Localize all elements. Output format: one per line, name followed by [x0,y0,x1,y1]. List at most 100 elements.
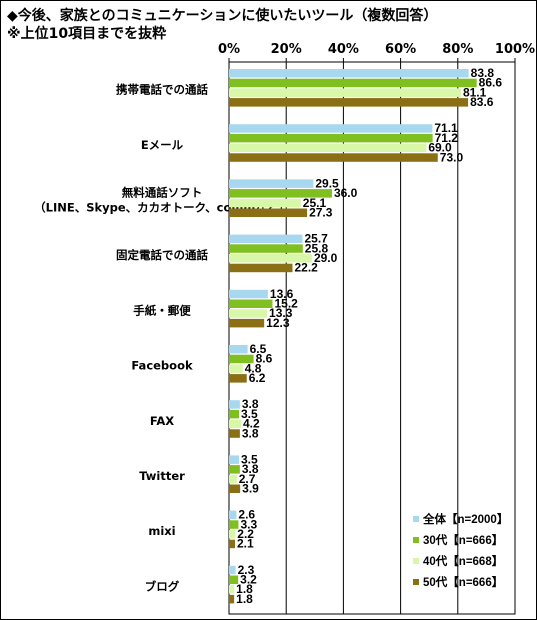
bar [229,400,240,409]
bar [229,124,433,133]
bar [229,345,248,354]
category-label: FAX [150,414,174,428]
legend-label: 全体【n=2000】 [422,512,508,526]
data-label: 1.8 [236,582,253,596]
data-label: 86.6 [479,76,503,90]
data-label: 4.2 [243,417,260,431]
data-label: 3.8 [242,462,259,476]
data-label: 2.1 [237,537,254,551]
legend-swatch [413,558,419,564]
bar [229,189,332,198]
category-label: 固定電話での通話 [116,248,208,262]
chart-subtitle: ※上位10項目までを抜粋 [7,26,167,42]
x-tick-label: 100% [495,42,535,57]
bar [229,539,236,549]
bar [229,88,461,97]
bar [229,575,239,584]
bar [229,208,308,217]
bar [229,179,314,188]
data-label: 3.9 [242,482,259,496]
legend-swatch [413,516,419,522]
data-label: 22.2 [294,261,318,275]
bar [229,354,254,364]
chart-title: ◆今後、家族とのコミュニケーションに使いたいツール（複数回答） [7,8,438,24]
bar [229,585,235,594]
data-label: 2.7 [239,472,256,486]
x-tick-label: 80% [442,42,473,57]
legend-label: 50代【n=666】 [423,575,503,589]
category-label: ブログ [145,579,180,593]
bar [229,318,265,328]
bar [229,244,303,253]
category-label: Facebook [131,359,193,373]
category-label: 無料通話ソフト [122,186,203,200]
data-label: 15.2 [274,297,298,311]
x-tick-label: 0% [218,42,240,57]
category-label: 手紙・郵便 [133,303,191,317]
legend-swatch [413,537,419,543]
bar [229,299,273,308]
data-label: 8.6 [256,352,273,366]
bar [229,364,243,373]
data-label: 3.8 [242,426,259,440]
data-label: 13.3 [269,306,293,320]
bar [229,263,293,273]
x-tick-label: 20% [271,42,302,57]
data-label: 3.5 [241,407,258,421]
data-label: 25.1 [303,196,327,210]
data-label: 13.6 [270,287,294,301]
data-label: 81.1 [463,85,487,99]
data-label: 2.6 [238,508,255,522]
bar [229,69,469,78]
category-label: Eメール [141,138,184,152]
bar [229,520,239,529]
data-label: 6.2 [249,371,266,385]
data-label: 71.1 [434,121,458,135]
bar [229,465,240,474]
bar [229,530,236,539]
data-label: 83.6 [470,95,494,109]
x-tick-label: 40% [328,42,359,57]
legend-label: 30代【n=666】 [423,533,503,547]
data-label: 2.3 [238,563,255,577]
data-label: 25.8 [305,241,329,255]
bar [229,565,236,575]
category-label: Twitter [139,469,185,483]
bar [229,234,303,244]
data-label: 25.7 [305,232,329,246]
data-label: 29.0 [314,251,338,265]
x-tick-label: 60% [385,42,416,57]
data-label: 4.8 [245,361,262,375]
category-label: 携帯電話での通話 [116,83,208,97]
bar [229,289,268,299]
bar [229,254,312,263]
bar [229,198,301,208]
data-label: 29.5 [315,176,339,190]
data-label: 3.2 [240,573,257,587]
data-label: 69.0 [428,141,452,155]
bar [229,374,247,383]
legend-swatch [413,579,419,585]
bar [229,153,438,162]
data-label: 1.8 [236,592,253,606]
data-label: 2.2 [237,527,254,541]
bar [229,474,237,484]
bar [229,409,240,419]
bar [229,98,469,107]
category-label: mixi [148,524,175,538]
data-label: 12.3 [266,316,290,330]
bar [229,78,477,88]
data-label: 3.3 [240,517,257,531]
data-label: 83.8 [471,66,495,80]
data-label: 27.3 [309,206,333,220]
data-label: 73.0 [440,150,464,164]
data-label: 3.5 [241,452,258,466]
bar [229,510,237,520]
category-label: （LINE、Skype、カカオトーク、commなど） [34,201,290,215]
legend-label: 40代【n=668】 [423,554,503,568]
bar [229,429,240,438]
bar [229,484,241,493]
bar [229,309,268,318]
bar [229,455,240,464]
